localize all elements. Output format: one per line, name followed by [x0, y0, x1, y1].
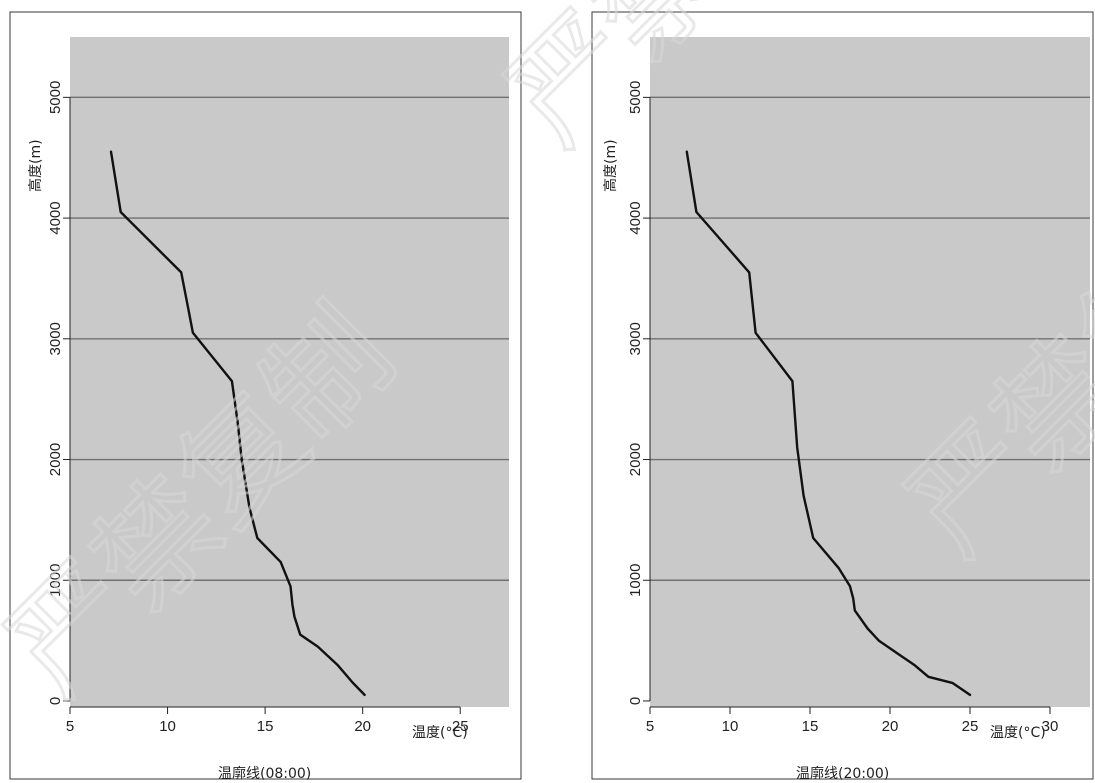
x-tick-label-15: 15	[257, 718, 274, 735]
series-line-0	[109, 150, 366, 697]
y-tick-label-4000: 4000	[627, 201, 644, 234]
series-group	[685, 150, 972, 697]
y-tick-label-2000: 2000	[47, 443, 64, 476]
y-tick-label-3000: 3000	[627, 322, 644, 355]
chart-caption: 温廓线(20:00)	[796, 765, 889, 782]
y-axis: 0 1000 2000 3000 4000 5000	[47, 81, 71, 705]
x-tick-label-10: 10	[159, 718, 176, 735]
series-group	[109, 150, 366, 697]
plot-area	[70, 37, 509, 707]
y-axis-title: 高度(m)	[602, 139, 619, 192]
y-tick-label-1000: 1000	[627, 564, 644, 597]
x-tick-label-5: 5	[66, 718, 74, 735]
x-axis: 5 10 15 20 25 30	[646, 706, 1059, 735]
y-tick-label-0: 0	[47, 697, 64, 705]
y-tick-label-5000: 5000	[47, 81, 64, 114]
x-tick-label-5: 5	[646, 718, 654, 735]
x-axis-title: 温度(°C)	[990, 725, 1046, 741]
grid-lines	[70, 96, 509, 581]
x-tick-label-15: 15	[802, 718, 819, 735]
y-axis: 0 1000 2000 3000 4000 5000	[627, 81, 651, 705]
x-tick-label-25: 25	[452, 718, 469, 735]
chart-panel-0800: 5 10 15 20 25 0 1000 2000 3000 4000 5000 温度(°C) 高…	[9, 11, 522, 782]
y-tick-label-1000: 1000	[47, 564, 64, 597]
x-axis-title: 温度(°C)	[412, 725, 468, 741]
chart-panel-2000: 5 10 15 20 25 30 0 1000 2000 3000 4000 5000 温度(°C)…	[591, 11, 1094, 782]
x-axis: 5 10 15 20 25	[66, 706, 469, 735]
x-tick-label-20: 20	[354, 718, 371, 735]
y-tick-label-0: 0	[627, 697, 644, 705]
chart-caption: 温廓线(08:00)	[218, 765, 311, 782]
y-tick-label-5000: 5000	[627, 81, 644, 114]
y-tick-label-3000: 3000	[47, 322, 64, 355]
x-tick-label-25: 25	[962, 718, 979, 735]
x-tick-label-10: 10	[722, 718, 739, 735]
series-line-0	[685, 150, 972, 697]
y-tick-label-2000: 2000	[627, 443, 644, 476]
plot-area	[650, 37, 1090, 707]
x-tick-label-20: 20	[882, 718, 899, 735]
grid-lines	[650, 96, 1090, 581]
y-axis-title: 高度(m)	[27, 139, 44, 192]
y-tick-label-4000: 4000	[47, 201, 64, 234]
x-tick-label-30: 30	[1042, 718, 1059, 735]
